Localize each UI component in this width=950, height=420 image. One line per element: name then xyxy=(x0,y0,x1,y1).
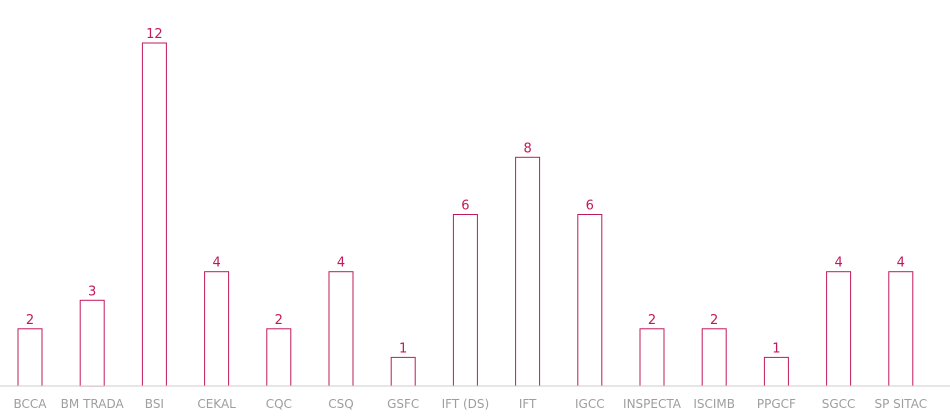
bar-10 xyxy=(639,328,665,387)
x-tick-label-2: BSI xyxy=(145,397,164,411)
bar-4 xyxy=(266,328,292,387)
value-label-11: 2 xyxy=(710,313,718,328)
bar-6 xyxy=(390,356,416,387)
x-tick-label-13: SGCC xyxy=(822,397,856,411)
bar-13 xyxy=(826,271,852,387)
value-label-12: 1 xyxy=(772,341,780,356)
x-tick-label-3: CEKAL xyxy=(197,397,236,411)
x-tick-label-14: SP SITAC xyxy=(874,397,927,411)
x-tick-label-4: CQC xyxy=(266,397,292,411)
value-label-6: 1 xyxy=(399,341,407,356)
bar-8 xyxy=(515,156,541,387)
value-label-2: 12 xyxy=(146,27,163,42)
value-label-13: 4 xyxy=(834,256,842,271)
x-tick-label-6: GSFC xyxy=(387,397,419,411)
value-label-7: 6 xyxy=(461,199,469,214)
x-tick-label-0: BCCA xyxy=(14,397,48,411)
x-tick-labels-group: BCCA BM TRADA BSI CEKAL CQC CSQ GSFC IFT (DS) IF… xyxy=(14,397,928,411)
bar-2 xyxy=(141,42,167,387)
x-tick-label-7: IFT (DS) xyxy=(442,397,490,411)
value-label-0: 2 xyxy=(26,313,34,328)
x-tick-label-10: INSPECTA xyxy=(623,397,682,411)
x-tick-label-1: BM TRADA xyxy=(61,397,125,411)
value-label-1: 3 xyxy=(88,284,96,299)
value-labels-group: 2 3 12 4 2 4 1 6 8 6 2 2 1 4 4 xyxy=(26,27,905,356)
bar-5 xyxy=(328,271,354,387)
x-tick-label-11: ISCIMB xyxy=(693,397,735,411)
bar-12 xyxy=(763,356,789,387)
value-label-5: 4 xyxy=(337,256,345,271)
bar-1 xyxy=(79,299,105,387)
x-tick-label-8: IFT xyxy=(519,397,537,411)
bar-9 xyxy=(577,214,603,387)
value-label-14: 4 xyxy=(897,256,905,271)
bars-group xyxy=(17,42,914,387)
bar-0 xyxy=(17,328,43,387)
value-label-9: 6 xyxy=(586,199,594,214)
value-label-8: 8 xyxy=(523,141,531,156)
bar-3 xyxy=(204,271,230,387)
x-tick-label-5: CSQ xyxy=(328,397,353,411)
bar-14 xyxy=(888,271,914,387)
value-label-3: 4 xyxy=(212,256,220,271)
bar-7 xyxy=(452,214,478,387)
value-label-10: 2 xyxy=(648,313,656,328)
bar-11 xyxy=(701,328,727,387)
x-tick-label-9: IGCC xyxy=(575,397,605,411)
x-tick-label-12: PPGCF xyxy=(757,397,796,411)
value-label-4: 2 xyxy=(275,313,283,328)
